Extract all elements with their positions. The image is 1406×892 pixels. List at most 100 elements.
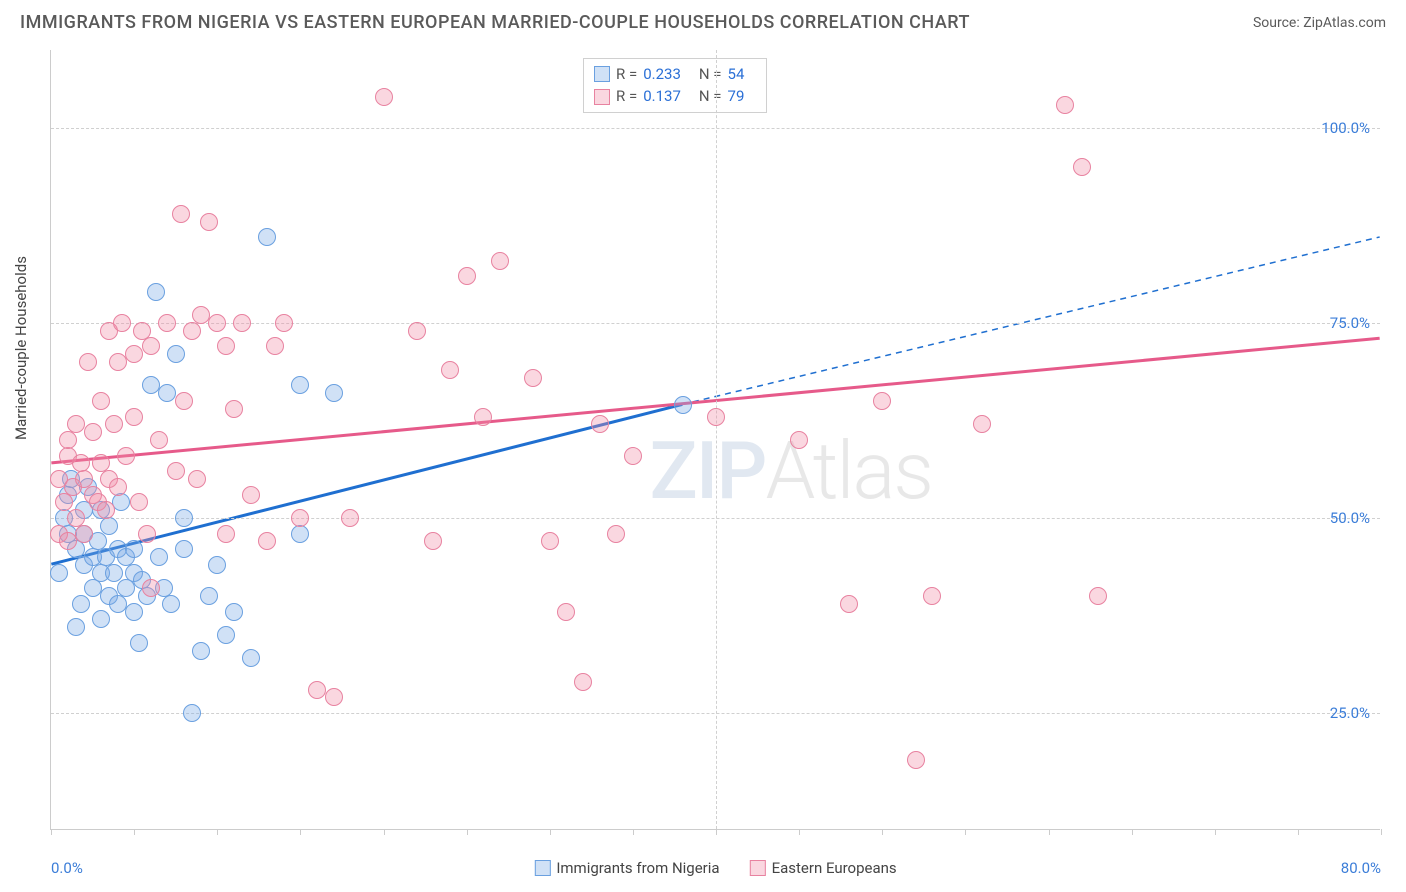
- scatter-point-nigeria: [84, 579, 102, 597]
- scatter-point-nigeria: [147, 283, 165, 301]
- scatter-point-nigeria: [92, 610, 110, 628]
- x-tick-mark: [1298, 829, 1299, 835]
- scatter-point-eastern: [524, 369, 542, 387]
- scatter-point-eastern: [557, 603, 575, 621]
- scatter-point-eastern: [923, 587, 941, 605]
- scatter-point-eastern: [266, 337, 284, 355]
- x-tick-mark: [1132, 829, 1133, 835]
- y-tick-label: 25.0%: [1330, 704, 1370, 722]
- legend-label: Immigrants from Nigeria: [556, 859, 719, 877]
- scatter-point-eastern: [242, 486, 260, 504]
- scatter-point-eastern: [208, 314, 226, 332]
- scatter-point-eastern: [105, 415, 123, 433]
- scatter-point-eastern: [130, 493, 148, 511]
- legend-item-nigeria: Immigrants from Nigeria: [534, 859, 719, 877]
- scatter-point-nigeria: [162, 595, 180, 613]
- x-tick-mark: [1215, 829, 1216, 835]
- scatter-point-eastern: [113, 314, 131, 332]
- r-label: R =: [616, 63, 637, 86]
- scatter-point-eastern: [308, 681, 326, 699]
- scatter-point-nigeria: [100, 517, 118, 535]
- scatter-point-nigeria: [183, 704, 201, 722]
- scatter-point-eastern: [200, 213, 218, 231]
- x-tick-mark: [134, 829, 135, 835]
- scatter-point-nigeria: [150, 548, 168, 566]
- swatch-nigeria: [594, 66, 610, 82]
- scatter-point-eastern: [1056, 96, 1074, 114]
- scatter-point-eastern: [624, 447, 642, 465]
- r-label: R =: [616, 85, 637, 108]
- x-tick-mark: [217, 829, 218, 835]
- scatter-point-nigeria: [175, 509, 193, 527]
- scatter-point-eastern: [441, 361, 459, 379]
- y-tick-label: 75.0%: [1330, 314, 1370, 332]
- scatter-point-nigeria: [242, 649, 260, 667]
- scatter-point-eastern: [225, 400, 243, 418]
- scatter-point-eastern: [217, 337, 235, 355]
- scatter-point-nigeria: [167, 345, 185, 363]
- scatter-point-nigeria: [50, 564, 68, 582]
- scatter-point-nigeria: [142, 376, 160, 394]
- scatter-point-eastern: [59, 532, 77, 550]
- scatter-point-nigeria: [117, 579, 135, 597]
- scatter-point-eastern: [109, 478, 127, 496]
- x-tick-mark: [550, 829, 551, 835]
- scatter-point-nigeria: [105, 564, 123, 582]
- scatter-point-eastern: [55, 493, 73, 511]
- scatter-point-eastern: [491, 252, 509, 270]
- scatter-point-nigeria: [125, 603, 143, 621]
- y-axis-label: Married-couple Households: [12, 256, 30, 440]
- legend: Immigrants from Nigeria Eastern Europeans: [534, 859, 896, 877]
- scatter-point-eastern: [474, 408, 492, 426]
- x-tick-mark: [300, 829, 301, 835]
- scatter-point-nigeria: [217, 626, 235, 644]
- chart-title: IMMIGRANTS FROM NIGERIA VS EASTERN EUROP…: [20, 12, 970, 33]
- x-tick-mark: [633, 829, 634, 835]
- scatter-point-eastern: [258, 532, 276, 550]
- scatter-point-eastern: [458, 267, 476, 285]
- x-tick-mark: [1049, 829, 1050, 835]
- n-label: N =: [699, 85, 722, 108]
- correlation-stats-box: R =0.233N =54R =0.137N =79: [583, 58, 767, 113]
- gridline-v: [716, 50, 717, 829]
- scatter-point-eastern: [109, 353, 127, 371]
- scatter-point-eastern: [192, 306, 210, 324]
- r-value: 0.233: [643, 63, 681, 86]
- scatter-point-eastern: [973, 415, 991, 433]
- legend-item-eastern: Eastern Europeans: [750, 859, 897, 877]
- stats-row-eastern: R =0.137N =79: [594, 85, 756, 108]
- scatter-point-eastern: [125, 408, 143, 426]
- scatter-point-eastern: [75, 525, 93, 543]
- scatter-point-eastern: [84, 423, 102, 441]
- scatter-point-nigeria: [208, 556, 226, 574]
- scatter-point-eastern: [97, 501, 115, 519]
- x-tick-mark: [882, 829, 883, 835]
- x-tick-label: 80.0%: [1341, 859, 1381, 877]
- watermark-zip: ZIP: [650, 424, 766, 518]
- n-value: 79: [728, 85, 745, 108]
- scatter-point-eastern: [541, 532, 559, 550]
- scatter-chart: ZIPAtlas R =0.233N =54R =0.137N =79 Immi…: [50, 50, 1380, 830]
- y-tick-label: 50.0%: [1330, 509, 1370, 527]
- scatter-point-eastern: [158, 314, 176, 332]
- scatter-point-eastern: [840, 595, 858, 613]
- scatter-point-eastern: [325, 688, 343, 706]
- scatter-point-eastern: [67, 415, 85, 433]
- scatter-point-eastern: [117, 447, 135, 465]
- scatter-point-eastern: [408, 322, 426, 340]
- scatter-point-eastern: [142, 337, 160, 355]
- scatter-point-eastern: [873, 392, 891, 410]
- scatter-point-eastern: [142, 579, 160, 597]
- n-value: 54: [728, 63, 745, 86]
- scatter-point-eastern: [217, 525, 235, 543]
- x-tick-mark: [467, 829, 468, 835]
- scatter-point-nigeria: [130, 634, 148, 652]
- swatch-eastern: [594, 89, 610, 105]
- scatter-point-eastern: [233, 314, 251, 332]
- chart-header: IMMIGRANTS FROM NIGERIA VS EASTERN EUROP…: [0, 0, 1406, 41]
- x-tick-mark: [51, 829, 52, 835]
- scatter-point-eastern: [175, 392, 193, 410]
- n-label: N =: [699, 63, 722, 86]
- legend-swatch: [534, 860, 550, 876]
- scatter-point-eastern: [138, 525, 156, 543]
